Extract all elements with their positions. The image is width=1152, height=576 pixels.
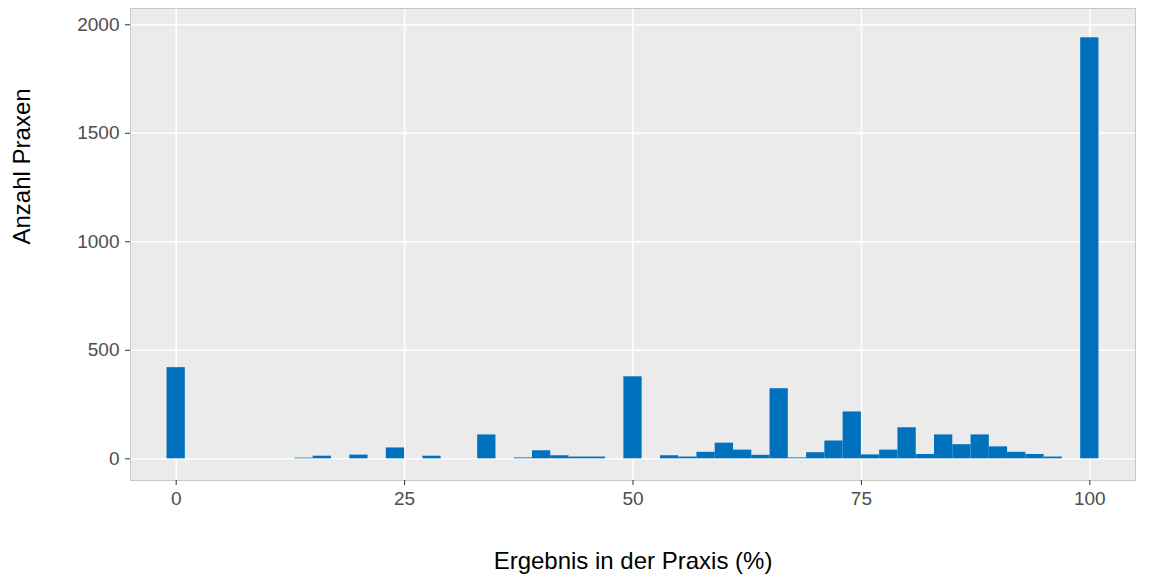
svg-text:500: 500 xyxy=(88,339,120,360)
svg-text:2000: 2000 xyxy=(77,14,119,35)
svg-text:25: 25 xyxy=(394,488,415,509)
svg-text:100: 100 xyxy=(1074,488,1106,509)
svg-text:0: 0 xyxy=(109,448,120,469)
svg-text:Anzahl Praxen: Anzahl Praxen xyxy=(8,88,35,244)
svg-text:Ergebnis in der Praxis (%): Ergebnis in der Praxis (%) xyxy=(494,547,773,574)
svg-text:1500: 1500 xyxy=(77,122,119,143)
svg-text:1000: 1000 xyxy=(77,231,119,252)
svg-text:75: 75 xyxy=(851,488,872,509)
svg-text:0: 0 xyxy=(171,488,182,509)
svg-text:50: 50 xyxy=(622,488,643,509)
